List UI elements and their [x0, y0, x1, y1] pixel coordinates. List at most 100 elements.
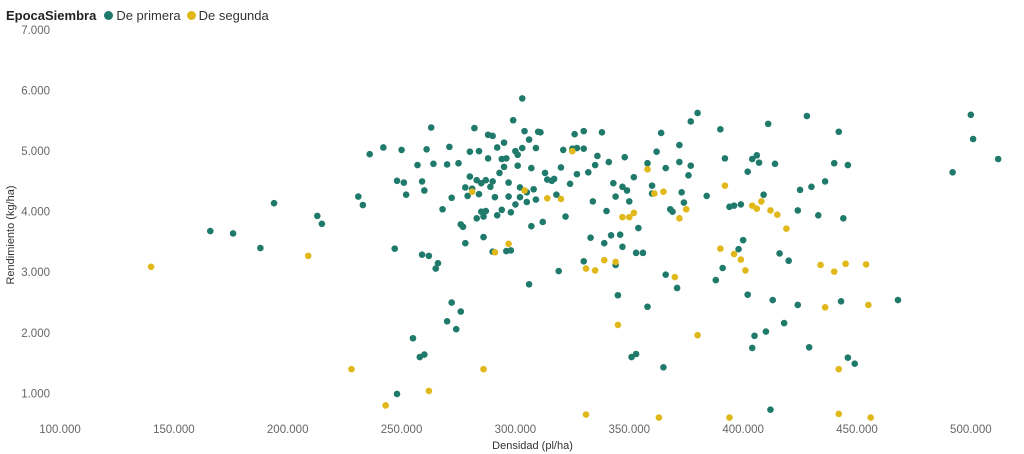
data-point-primera[interactable]: [821, 178, 829, 185]
data-point-primera[interactable]: [553, 191, 560, 199]
data-point-segunda[interactable]: [726, 414, 733, 421]
data-point-primera[interactable]: [366, 150, 373, 158]
data-point-primera[interactable]: [764, 120, 772, 128]
data-point-primera[interactable]: [662, 271, 670, 278]
data-point-primera[interactable]: [475, 147, 483, 155]
data-point-primera[interactable]: [748, 344, 756, 352]
data-point-primera[interactable]: [414, 161, 421, 169]
data-point-segunda[interactable]: [612, 258, 619, 266]
data-point-primera[interactable]: [837, 298, 845, 305]
data-point-segunda[interactable]: [425, 387, 433, 395]
data-point-primera[interactable]: [457, 308, 465, 315]
data-point-primera[interactable]: [500, 139, 508, 146]
data-point-primera[interactable]: [459, 223, 467, 231]
data-point-primera[interactable]: [594, 152, 601, 160]
data-point-primera[interactable]: [796, 186, 804, 194]
data-point-primera[interactable]: [760, 191, 767, 199]
data-point-primera[interactable]: [432, 265, 440, 272]
data-point-primera[interactable]: [477, 179, 485, 187]
data-point-segunda[interactable]: [557, 195, 565, 203]
data-point-primera[interactable]: [464, 192, 471, 200]
data-point-segunda[interactable]: [491, 248, 499, 256]
data-point-primera[interactable]: [523, 198, 531, 206]
data-point-segunda[interactable]: [505, 240, 512, 248]
data-point-primera[interactable]: [423, 146, 430, 153]
data-point-primera[interactable]: [851, 360, 859, 367]
data-point-segunda[interactable]: [651, 190, 658, 197]
data-point-segunda[interactable]: [773, 211, 781, 219]
data-point-primera[interactable]: [771, 160, 779, 168]
data-point-primera[interactable]: [421, 187, 428, 194]
data-point-segunda[interactable]: [468, 188, 476, 195]
data-point-primera[interactable]: [607, 231, 615, 239]
data-point-primera[interactable]: [808, 183, 815, 191]
data-point-primera[interactable]: [314, 212, 321, 220]
data-point-primera[interactable]: [680, 199, 688, 206]
data-point-primera[interactable]: [462, 184, 469, 191]
data-point-primera[interactable]: [755, 159, 763, 166]
data-point-primera[interactable]: [644, 303, 651, 311]
data-point-primera[interactable]: [505, 179, 512, 186]
data-point-primera[interactable]: [500, 163, 508, 171]
data-point-primera[interactable]: [393, 390, 401, 398]
data-point-primera[interactable]: [550, 175, 558, 183]
data-point-primera[interactable]: [625, 198, 633, 205]
data-point-primera[interactable]: [562, 213, 569, 220]
data-point-primera[interactable]: [580, 145, 588, 152]
data-point-primera[interactable]: [318, 220, 326, 228]
data-point-segunda[interactable]: [783, 225, 790, 232]
data-point-primera[interactable]: [466, 148, 474, 156]
data-point-primera[interactable]: [359, 201, 367, 209]
data-point-segunda[interactable]: [644, 165, 651, 173]
data-point-primera[interactable]: [571, 130, 578, 138]
data-point-primera[interactable]: [639, 249, 647, 257]
data-point-segunda[interactable]: [835, 365, 843, 373]
data-point-primera[interactable]: [844, 354, 852, 361]
data-point-primera[interactable]: [448, 194, 455, 202]
data-point-primera[interactable]: [735, 245, 742, 253]
data-point-primera[interactable]: [840, 215, 847, 222]
data-point-segunda[interactable]: [867, 414, 874, 421]
data-point-primera[interactable]: [794, 207, 802, 214]
data-point-primera[interactable]: [616, 231, 624, 238]
data-point-primera[interactable]: [739, 236, 747, 244]
data-point-primera[interactable]: [662, 164, 670, 172]
data-point-segunda[interactable]: [625, 213, 633, 221]
data-point-primera[interactable]: [559, 146, 567, 154]
data-point-primera[interactable]: [894, 296, 902, 304]
data-point-primera[interactable]: [785, 257, 792, 265]
data-point-segunda[interactable]: [821, 304, 829, 311]
data-point-primera[interactable]: [443, 317, 451, 325]
data-point-primera[interactable]: [644, 159, 651, 167]
data-point-primera[interactable]: [475, 190, 483, 198]
data-point-segunda[interactable]: [842, 260, 849, 268]
data-point-primera[interactable]: [598, 129, 606, 136]
data-point-primera[interactable]: [541, 169, 549, 177]
data-point-primera[interactable]: [949, 169, 956, 176]
data-point-segunda[interactable]: [304, 252, 312, 260]
data-point-primera[interactable]: [555, 267, 562, 275]
data-point-primera[interactable]: [355, 193, 362, 200]
data-point-segunda[interactable]: [591, 267, 599, 274]
data-point-primera[interactable]: [676, 158, 683, 166]
data-point-primera[interactable]: [402, 191, 410, 199]
data-point-primera[interactable]: [748, 155, 756, 163]
data-point-primera[interactable]: [503, 155, 510, 162]
data-point-segunda[interactable]: [682, 205, 690, 213]
data-point-primera[interactable]: [557, 164, 565, 171]
data-point-primera[interactable]: [580, 127, 588, 135]
data-point-segunda[interactable]: [619, 213, 626, 221]
data-point-primera[interactable]: [471, 124, 478, 132]
data-point-primera[interactable]: [493, 144, 501, 151]
data-point-primera[interactable]: [484, 131, 492, 139]
data-point-segunda[interactable]: [521, 187, 528, 194]
data-point-primera[interactable]: [400, 179, 408, 186]
data-point-primera[interactable]: [803, 112, 811, 120]
data-point-primera[interactable]: [514, 151, 521, 159]
data-point-primera[interactable]: [466, 173, 474, 180]
data-point-primera[interactable]: [484, 155, 492, 162]
data-point-primera[interactable]: [603, 207, 610, 215]
data-point-primera[interactable]: [614, 291, 622, 299]
data-point-segunda[interactable]: [147, 263, 155, 271]
data-point-primera[interactable]: [512, 201, 519, 208]
